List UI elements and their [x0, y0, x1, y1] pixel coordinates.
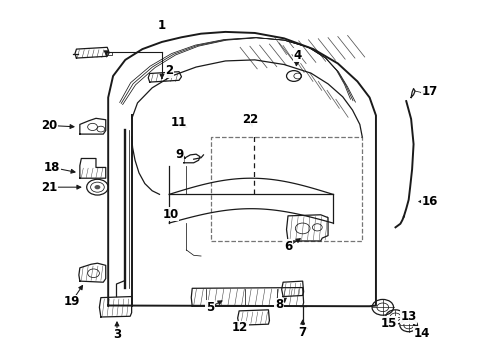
Circle shape [95, 185, 100, 189]
Text: 12: 12 [232, 321, 248, 334]
Text: 4: 4 [294, 49, 302, 62]
Text: 16: 16 [421, 195, 438, 208]
Text: 15: 15 [381, 317, 397, 330]
Text: 18: 18 [44, 161, 60, 174]
Text: 3: 3 [113, 328, 121, 341]
Text: 6: 6 [284, 240, 292, 253]
Text: 21: 21 [42, 181, 58, 194]
Text: 10: 10 [163, 208, 179, 221]
Text: 17: 17 [421, 85, 438, 98]
Text: 7: 7 [298, 326, 307, 339]
Text: 14: 14 [414, 327, 430, 340]
Text: 2: 2 [165, 64, 173, 77]
Text: 8: 8 [275, 298, 283, 311]
Text: 22: 22 [242, 113, 258, 126]
Text: 1: 1 [158, 19, 166, 32]
Text: 5: 5 [206, 301, 214, 314]
Text: 20: 20 [42, 119, 58, 132]
Text: 13: 13 [400, 310, 417, 324]
Text: 11: 11 [171, 116, 187, 129]
Text: 9: 9 [175, 148, 183, 161]
Text: 19: 19 [63, 296, 80, 309]
